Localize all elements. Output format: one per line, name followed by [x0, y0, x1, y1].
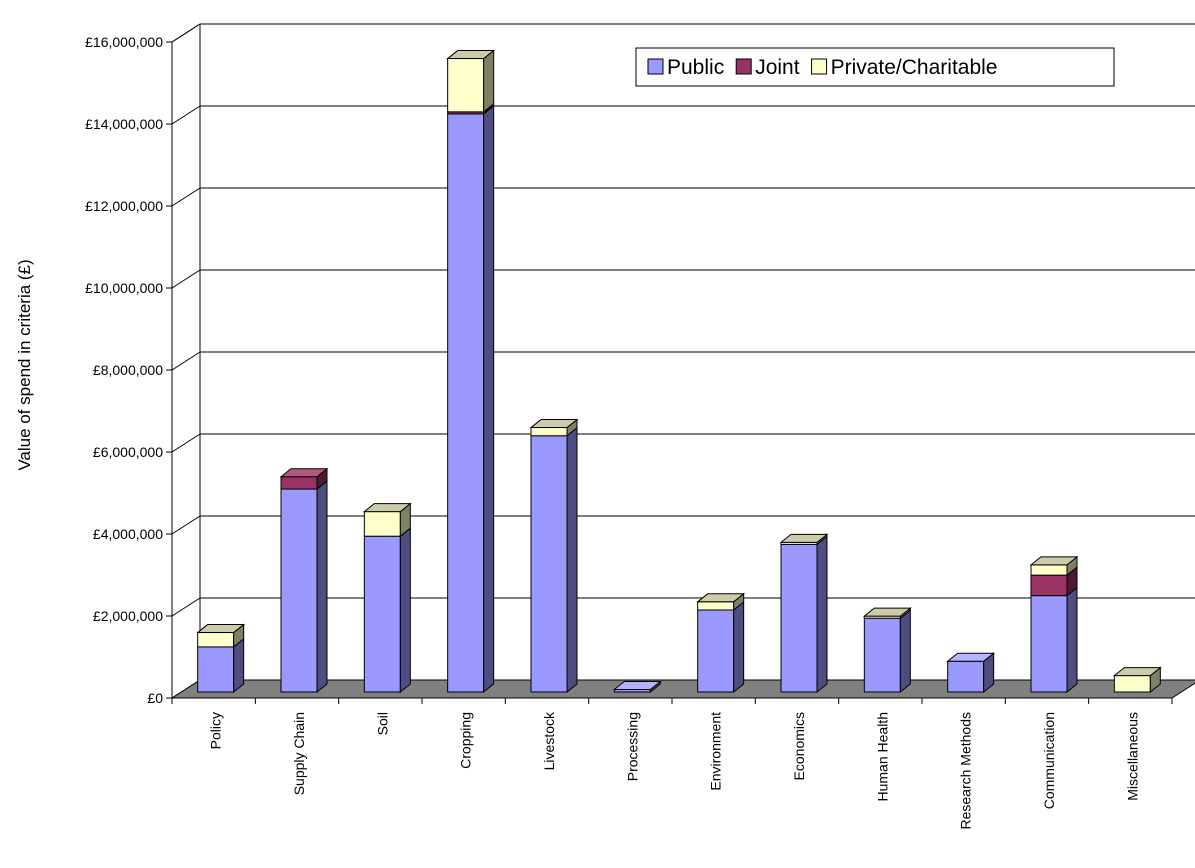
- bar-segment-communication-public: [1030, 595, 1068, 693]
- y-tick-label: £10,000,000: [85, 280, 163, 296]
- bar-segment-cropping-public: [447, 113, 485, 693]
- bars: [196, 49, 1162, 694]
- y-axis-ticks: £0 £2,000,000 £4,000,000 £6,000,000 £8,000,0…: [85, 34, 172, 706]
- bar-segment-economics-public: [780, 543, 818, 693]
- bar-top: [1029, 556, 1079, 566]
- side-gridline: [171, 433, 201, 453]
- bar-segment-side: [1066, 586, 1078, 694]
- y-tick-label: £2,000,000: [93, 608, 163, 624]
- x-tick-label: Processing: [624, 712, 640, 781]
- bar-segment-side: [399, 527, 411, 694]
- x-tick-label: Livestock: [541, 711, 557, 770]
- bar-top: [362, 503, 412, 513]
- bar-segment-livestock-public: [530, 435, 568, 693]
- side-gridline: [171, 269, 201, 289]
- bar-segment-policy-public: [197, 646, 235, 693]
- x-tick-label: Soil: [374, 712, 390, 735]
- bar-segment-supply-chain-joint: [280, 476, 318, 490]
- y-tick-label: £14,000,000: [85, 116, 163, 132]
- side-gridline: [171, 597, 201, 617]
- bar-top: [862, 607, 912, 617]
- bar-segment-miscellaneous-private-charitable: [1113, 675, 1151, 693]
- bar-segment-side: [899, 609, 911, 694]
- legend-label: Public: [667, 56, 724, 79]
- x-tick-label: Miscellaneous: [1124, 712, 1140, 801]
- legend-swatch-joint: [735, 58, 752, 75]
- x-tick-label: Communication: [1041, 712, 1057, 809]
- x-tick-label: Economics: [791, 712, 807, 780]
- bar-segment-side: [733, 600, 745, 694]
- x-tick-label: Policy: [208, 712, 224, 749]
- bar-segment-policy-private-charitable: [197, 632, 235, 648]
- x-axis-labels: Policy Supply Chain Soil Cropping Livestock P…: [208, 711, 1141, 830]
- legend-swatch-public: [647, 58, 664, 75]
- bar-top: [612, 681, 662, 691]
- side-wall-top: [171, 23, 201, 43]
- bar-segment-soil-private-charitable: [363, 511, 401, 537]
- bar-segment-cropping-private-charitable: [447, 58, 485, 113]
- side-gridline: [171, 515, 201, 535]
- bar-segment-research-methods-public: [947, 660, 985, 693]
- x-tick-label: Cropping: [458, 712, 474, 769]
- legend: Public Joint Private/Charitable: [635, 47, 1115, 87]
- y-tick-label: £12,000,000: [85, 198, 163, 214]
- bar-segment-communication-joint: [1030, 574, 1068, 597]
- bar-top: [696, 593, 746, 603]
- x-tick-label: Environment: [708, 712, 724, 791]
- bar-segment-livestock-private-charitable: [530, 427, 568, 437]
- side-gridline: [171, 105, 201, 125]
- y-tick-label: £16,000,000: [85, 34, 163, 50]
- x-tick-label: Supply Chain: [291, 712, 307, 795]
- bar-top: [279, 468, 329, 478]
- y-tick-label: £4,000,000: [93, 526, 163, 542]
- bar-segment-side: [316, 480, 328, 694]
- side-gridline: [171, 351, 201, 371]
- bar-top: [529, 419, 579, 429]
- bar-segment-side: [816, 535, 828, 694]
- bar-segment-environment-private-charitable: [697, 601, 735, 611]
- bar-segment-side: [233, 637, 245, 694]
- legend-label: Private/Charitable: [831, 56, 998, 79]
- bar-top: [946, 652, 996, 662]
- bar-top: [446, 50, 496, 60]
- bar-top: [1112, 667, 1162, 677]
- y-tick-label: £8,000,000: [93, 362, 163, 378]
- bar-segment-soil-public: [363, 535, 401, 693]
- bar-segment-environment-public: [697, 609, 735, 693]
- y-tick-label: £0: [147, 690, 163, 706]
- bar-top: [196, 624, 246, 634]
- x-tick-label: Research Methods: [958, 712, 974, 830]
- bar-segment-supply-chain-public: [280, 488, 318, 693]
- side-gridline: [171, 187, 201, 207]
- legend-swatch-private-charitable: [811, 58, 828, 75]
- bar-segment-side: [566, 426, 578, 694]
- bar-segment-communication-private-charitable: [1030, 564, 1068, 576]
- bar-segment-side: [483, 104, 495, 694]
- bar-segment-side: [483, 49, 495, 113]
- y-axis-label: Value of spend in criteria (£): [15, 259, 34, 470]
- y-tick-label: £6,000,000: [93, 444, 163, 460]
- legend-label: Joint: [755, 56, 800, 79]
- x-tick-label: Human Health: [874, 712, 890, 802]
- legend-box: [635, 47, 1115, 87]
- bar-top: [779, 533, 829, 543]
- bar-segment-human-health-public: [863, 617, 901, 693]
